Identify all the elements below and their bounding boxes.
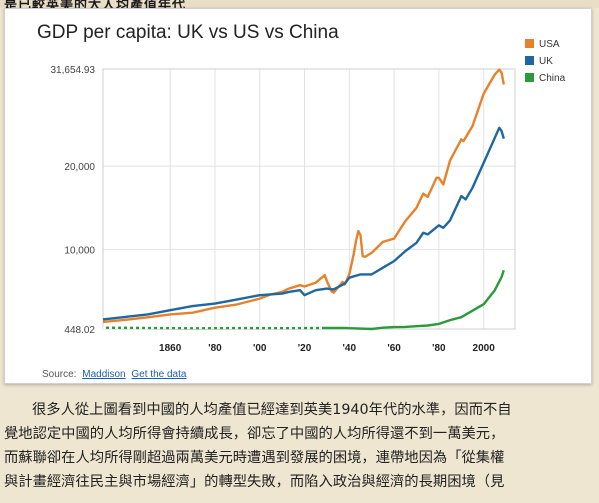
y-tick-label-3: 31,654.93	[51, 65, 96, 76]
x-tick-label-5: '60	[387, 343, 401, 354]
source-get-data-link[interactable]: Get the data	[131, 369, 187, 380]
article-line-4: 與計畫經濟往民主與市場經濟」的轉型失敗，而陷入政治與經濟的長期困境（見	[4, 474, 505, 490]
article-line-2: 覺地認定中國的人均所得會持續成長，卻忘了中國的人均所得還不到一萬美元，	[4, 426, 505, 442]
article-line-1: 很多人從上圖看到中國的人均產值已經達到英美1940年代的水準，因而不自	[32, 402, 512, 418]
x-tick-label-1: '80	[208, 343, 222, 354]
chart-title: GDP per capita: UK vs US vs China	[37, 22, 339, 43]
chart-card: GDP per capita: UK vs US vs China 448.02…	[4, 8, 592, 384]
article-text: 很多人從上圖看到中國的人均產值已經達到英美1940年代的水準，因而不自 覺地認定…	[4, 398, 594, 494]
top-strip: 是已較英美的大人均產值年代	[0, 0, 599, 13]
series-line-uk	[102, 126, 505, 321]
x-tick-label-3: '20	[298, 343, 312, 354]
gdp-line-chart: 448.02 10,000 20,000 31,654.93 1860 '80 '00 '20…	[51, 39, 566, 354]
y-tick-label-1: 10,000	[64, 245, 95, 256]
y-tick-label-0: 448.02	[64, 325, 95, 336]
legend-label-uk: UK	[539, 56, 553, 67]
plot-frame	[102, 68, 516, 330]
legend-label-usa: USA	[539, 39, 560, 50]
chart-source: Source: Maddison Get the data	[42, 369, 186, 380]
source-prefix: Source:	[42, 369, 77, 380]
article-line-3: 而蘇聯卻在人均所得剛超過兩萬美元時遭遇到發展的困境，連帶地因為「從集權	[4, 450, 505, 466]
legend-swatch-uk	[525, 56, 534, 65]
legend-label-china: China	[539, 73, 566, 84]
series-line-china	[102, 269, 505, 331]
x-tick-label-4: '40	[343, 343, 357, 354]
source-maddison-link[interactable]: Maddison	[82, 369, 126, 380]
legend-swatch-usa	[525, 39, 534, 48]
x-tick-label-7: 2000	[473, 343, 496, 354]
series-line-usa	[102, 68, 505, 324]
y-tick-label-2: 20,000	[64, 162, 95, 173]
x-tick-label-6: '80	[432, 343, 446, 354]
legend-swatch-china	[525, 73, 534, 82]
x-tick-label-2: '00	[253, 343, 267, 354]
x-tick-label-0: 1860	[159, 343, 182, 354]
